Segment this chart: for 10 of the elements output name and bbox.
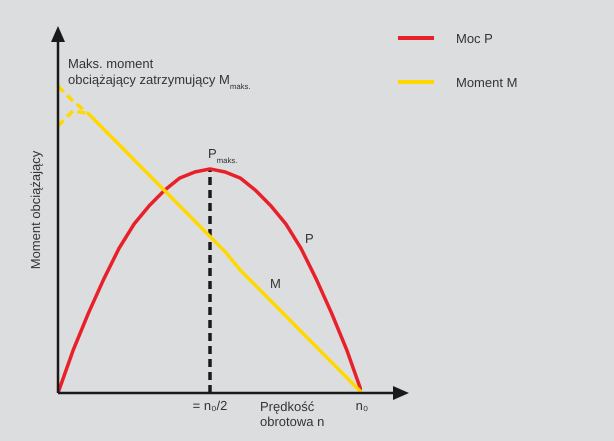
annotation: P$_{maks.}$ [208,146,238,164]
legend-label: Moment M [456,75,518,90]
annotation: P [305,231,314,246]
x-axis-title: Prędkość obrotowa n [260,399,324,429]
legend-label: Moc P [456,31,493,46]
annotation: Maks. moment obciążający zatrzymujący M$_{maks.}$ [68,56,251,90]
x-tick-label: n₀ [356,398,368,414]
x-tick-label: = n₀/2 [192,398,228,414]
annotation: M [270,276,281,291]
y-axis-title: Moment obciążający [28,150,43,270]
